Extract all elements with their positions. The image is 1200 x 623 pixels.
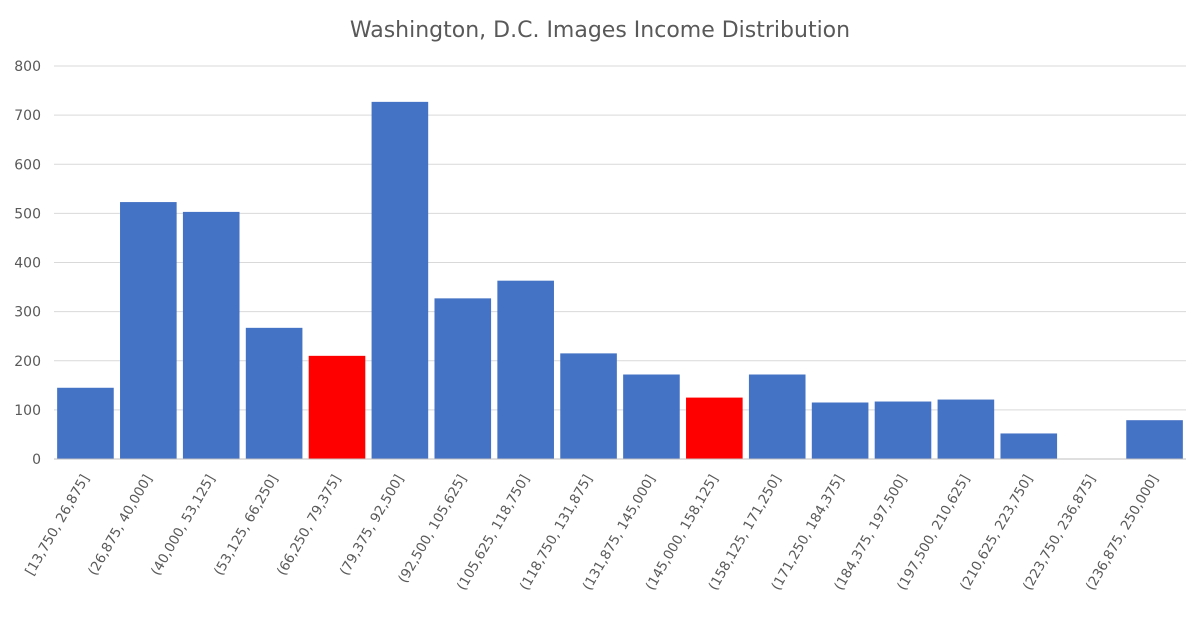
chart-title: Washington, D.C. Images Income Distribut… — [350, 18, 850, 43]
y-tick-label: 100 — [14, 403, 41, 419]
x-tick-label: (118,750, 131,875] — [517, 472, 596, 593]
bar — [1000, 433, 1058, 459]
bar — [308, 355, 366, 459]
x-tick-label: (184,375, 197,500] — [831, 472, 910, 593]
x-tick-label: (171,250, 184,375] — [768, 472, 847, 593]
y-tick-label: 300 — [14, 305, 41, 321]
x-tick-label: (210,625, 223,750] — [957, 472, 1036, 593]
bar — [120, 202, 177, 460]
x-tick-label: [13,750, 26,875] — [22, 472, 93, 578]
y-tick-label: 800 — [14, 59, 41, 75]
y-tick-label: 600 — [14, 157, 41, 173]
bar — [748, 374, 806, 459]
bar — [811, 402, 869, 459]
x-tick-label: (79,375, 92,500] — [337, 472, 408, 578]
y-tick-label: 0 — [32, 452, 41, 468]
bar — [371, 101, 429, 459]
x-tick-label: (53,125, 66,250] — [211, 472, 282, 578]
bar — [182, 211, 240, 459]
x-tick-label: (158,125, 171,250] — [705, 472, 784, 593]
x-tick-label: (197,500, 210,625] — [894, 472, 973, 593]
bars — [57, 101, 1183, 460]
y-tick-label: 200 — [14, 354, 41, 370]
bar — [434, 298, 492, 459]
bar — [937, 399, 995, 459]
x-tick-label: (66,250, 79,375] — [274, 472, 345, 578]
y-axis-ticks: 0 100 200 300 400 500 600 700 800 — [14, 59, 41, 468]
bar — [560, 353, 617, 459]
y-tick-label: 500 — [14, 206, 41, 222]
gridlines — [54, 65, 1186, 411]
bar — [1126, 420, 1183, 459]
bar — [686, 397, 743, 459]
bar — [623, 374, 680, 459]
x-tick-label: (92,500, 105,625] — [395, 472, 470, 586]
bar — [874, 401, 932, 459]
x-tick-label: (223,750, 236,875] — [1020, 472, 1099, 593]
x-tick-label: (40,000, 53,125] — [148, 472, 219, 578]
bar — [57, 387, 114, 459]
y-tick-label: 700 — [14, 108, 41, 124]
x-tick-label: (145,000, 158,125] — [643, 472, 722, 593]
bar — [245, 327, 303, 459]
x-tick-label: (26,875, 40,000] — [85, 472, 156, 578]
x-tick-label: (131,875, 145,000] — [580, 472, 659, 593]
x-axis-ticks: [13,750, 26,875](26,875, 40,000](40,000,… — [22, 472, 1162, 593]
bar — [497, 280, 554, 459]
x-tick-label: (105,625, 118,750] — [454, 472, 533, 593]
y-tick-label: 400 — [14, 256, 41, 272]
x-tick-label: (236,875, 250,000] — [1083, 472, 1162, 593]
